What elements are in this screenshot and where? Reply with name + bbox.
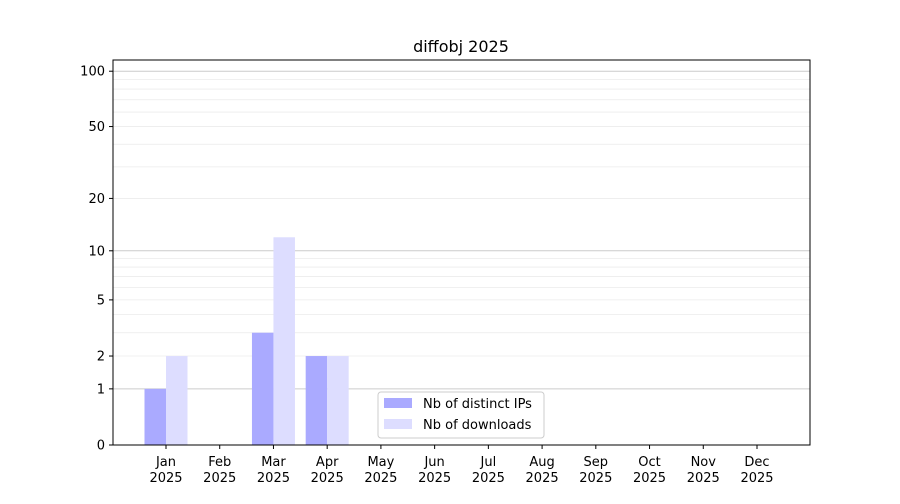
bar-distinct-ips	[251, 332, 274, 445]
legend-swatch	[384, 398, 412, 408]
y-tick-label: 1	[97, 382, 105, 397]
x-tick-label: Nov 2025	[687, 455, 720, 486]
legend-box	[377, 391, 545, 439]
bar-distinct-ips	[305, 356, 328, 445]
legend: Nb of distinct IPs Nb of downloads	[377, 391, 545, 439]
y-tick-label: 0	[97, 439, 105, 454]
x-tick-label: Aug 2025	[526, 455, 559, 486]
x-tick-label: Jun 2025	[418, 455, 451, 486]
x-tick-label: Mar 2025	[257, 455, 290, 486]
x-tick-label: Apr 2025	[311, 455, 344, 486]
y-tick-label: 5	[97, 293, 105, 308]
x-tick-label: Dec 2025	[740, 455, 773, 486]
x-tick-label: Oct 2025	[633, 455, 666, 486]
legend-swatch	[384, 419, 412, 429]
y-tick-label: 100	[80, 65, 105, 80]
bar-downloads	[273, 237, 295, 445]
chart-title: diffobj 2025	[413, 37, 509, 56]
y-tick-label: 2	[97, 350, 105, 365]
x-tick-label: Feb 2025	[203, 455, 236, 486]
x-tick-label: Jan 2025	[149, 455, 182, 486]
legend-label: Nb of downloads	[423, 418, 532, 433]
bar-distinct-ips	[144, 388, 166, 445]
y-tick-label: 50	[88, 120, 105, 135]
legend-label: Nb of distinct IPs	[423, 397, 532, 412]
y-tick-label: 10	[88, 244, 105, 259]
bar-downloads	[327, 356, 349, 445]
x-tick-label: May 2025	[364, 455, 397, 486]
x-tick-label: Jul 2025	[472, 455, 505, 486]
y-tick-label: 20	[88, 192, 105, 207]
x-tick-label: Sep 2025	[579, 455, 612, 486]
bar-downloads	[166, 356, 188, 445]
plot-frame	[112, 59, 811, 446]
